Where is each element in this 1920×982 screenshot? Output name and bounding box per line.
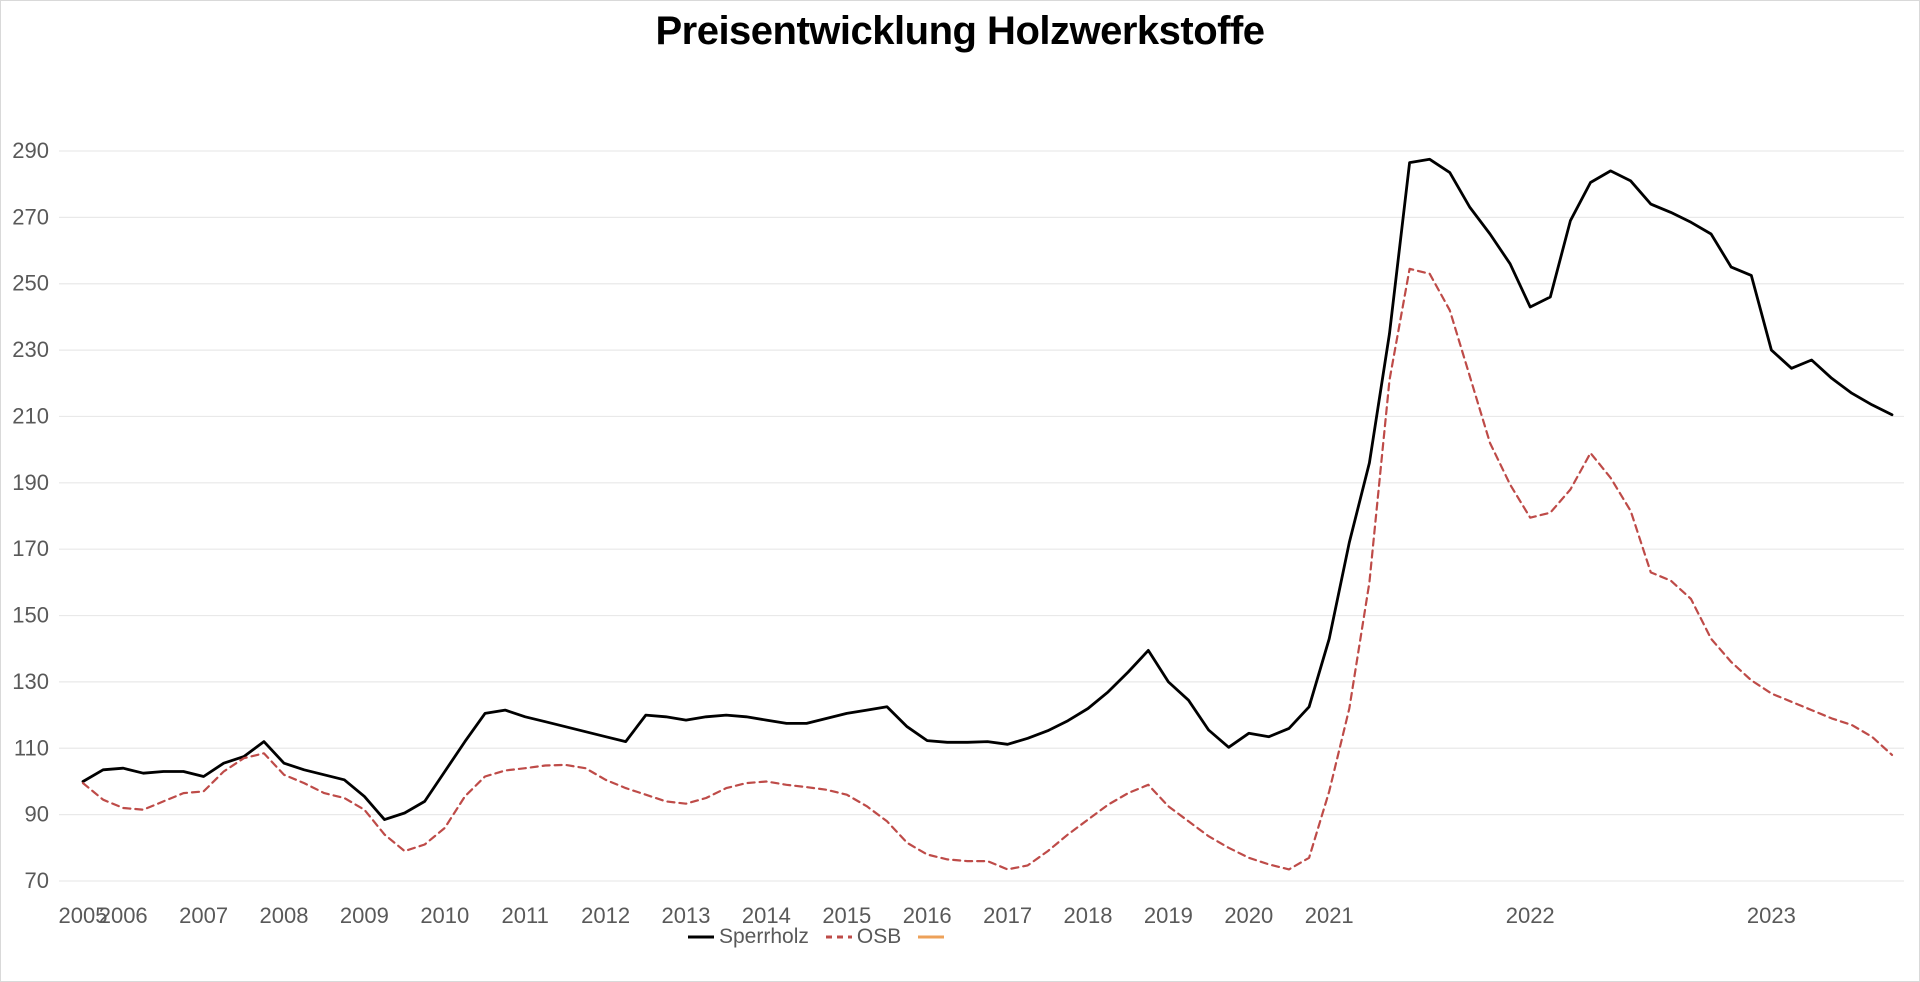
legend-item-sperrholz: Sperrholz [687, 925, 809, 949]
x-tick-label: 2010 [420, 903, 469, 928]
x-tick-label: 2005 [59, 903, 108, 928]
x-tick-label: 2022 [1506, 903, 1555, 928]
y-tick-label: 70 [25, 868, 49, 893]
x-tick-label: 2019 [1144, 903, 1193, 928]
x-tick-label: 2007 [179, 903, 228, 928]
x-tick-label: 2023 [1747, 903, 1796, 928]
y-tick-label: 270 [12, 204, 49, 229]
x-tick-label: 2011 [502, 903, 549, 928]
series-line-sperrholz [81, 157, 1894, 821]
x-tick-label: 2016 [903, 903, 952, 928]
x-tick-label: 2009 [340, 903, 389, 928]
y-tick-label: 110 [14, 735, 49, 760]
y-tick-label: 190 [12, 470, 49, 495]
legend-label: OSB [856, 925, 902, 948]
legend-label: Sperrholz [719, 925, 809, 948]
x-tick-label: 2006 [99, 903, 148, 928]
x-tick-label: 2017 [983, 903, 1032, 928]
series-line-osb [81, 267, 1894, 871]
x-tick-label: 2015 [822, 903, 871, 928]
y-tick-label: 90 [25, 802, 49, 827]
chart-legend: Sperrholz OSB [687, 925, 945, 949]
y-tick-label: 210 [12, 403, 49, 428]
y-tick-label: 290 [12, 138, 49, 163]
y-tick-label: 250 [12, 271, 49, 296]
y-tick-label: 130 [12, 669, 49, 694]
legend-swatch-solid-line-icon [688, 935, 714, 939]
legend-item-unnamed [917, 933, 945, 941]
legend-swatch-dashed-line-icon [825, 935, 852, 939]
x-tick-label: 2014 [742, 903, 791, 928]
legend-item-osb: OSB [825, 925, 901, 949]
y-tick-label: 230 [12, 337, 49, 362]
y-tick-label: 150 [12, 603, 49, 628]
legend-swatch-solid-line-icon [918, 935, 945, 939]
chart-title: Preisentwicklung Holzwerkstoffe [655, 9, 1265, 53]
x-tick-label: 2020 [1224, 903, 1273, 928]
x-tick-label: 2018 [1064, 903, 1113, 928]
x-tick-label: 2012 [581, 903, 630, 928]
x-tick-label: 2008 [260, 903, 309, 928]
x-tick-label: 2013 [662, 903, 711, 928]
x-tick-label: 2021 [1305, 903, 1354, 928]
y-tick-label: 170 [12, 536, 49, 561]
